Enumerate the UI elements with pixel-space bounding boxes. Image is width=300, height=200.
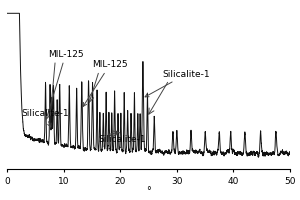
X-axis label: °: ° bbox=[146, 186, 151, 196]
Text: MIL-125: MIL-125 bbox=[46, 50, 83, 119]
Text: Silicalite-1: Silicalite-1 bbox=[21, 109, 69, 127]
Text: Silicalite-1: Silicalite-1 bbox=[145, 70, 210, 97]
Text: Silicalite-1: Silicalite-1 bbox=[99, 131, 146, 144]
Text: MIL-125: MIL-125 bbox=[83, 60, 128, 106]
